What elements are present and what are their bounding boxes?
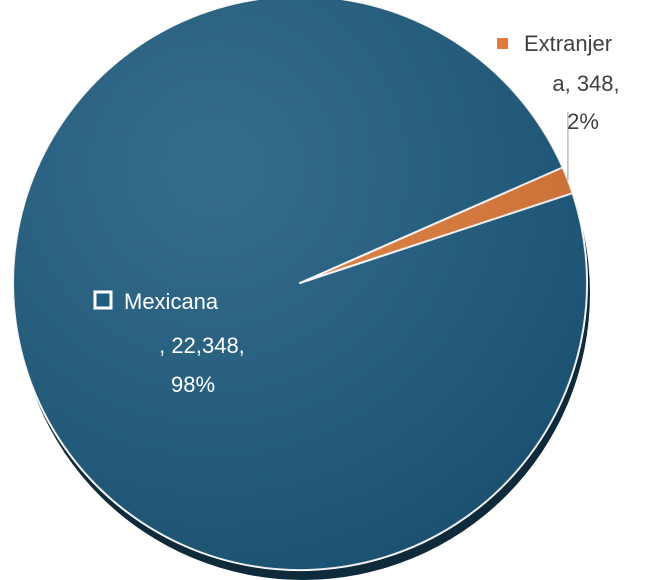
- extranjera-legend-key: [497, 38, 508, 49]
- mexicana-label-line1: Mexicana: [124, 289, 219, 314]
- extranjera-label-line2: a, 348,: [552, 71, 619, 96]
- pie-slice-mexicana[interactable]: [12, 0, 588, 571]
- mexicana-label-line2: , 22,348,: [159, 333, 245, 358]
- extranjera-label-line1: Extranjer: [524, 31, 612, 56]
- extranjera-data-label: Extranjer a, 348, 2%: [497, 31, 620, 134]
- mexicana-legend-key: [93, 290, 113, 310]
- extranjera-label-line3: 2%: [567, 109, 599, 134]
- mexicana-data-label: Mexicana , 22,348, 98%: [93, 289, 245, 397]
- mexicana-label-line3: 98%: [171, 372, 215, 397]
